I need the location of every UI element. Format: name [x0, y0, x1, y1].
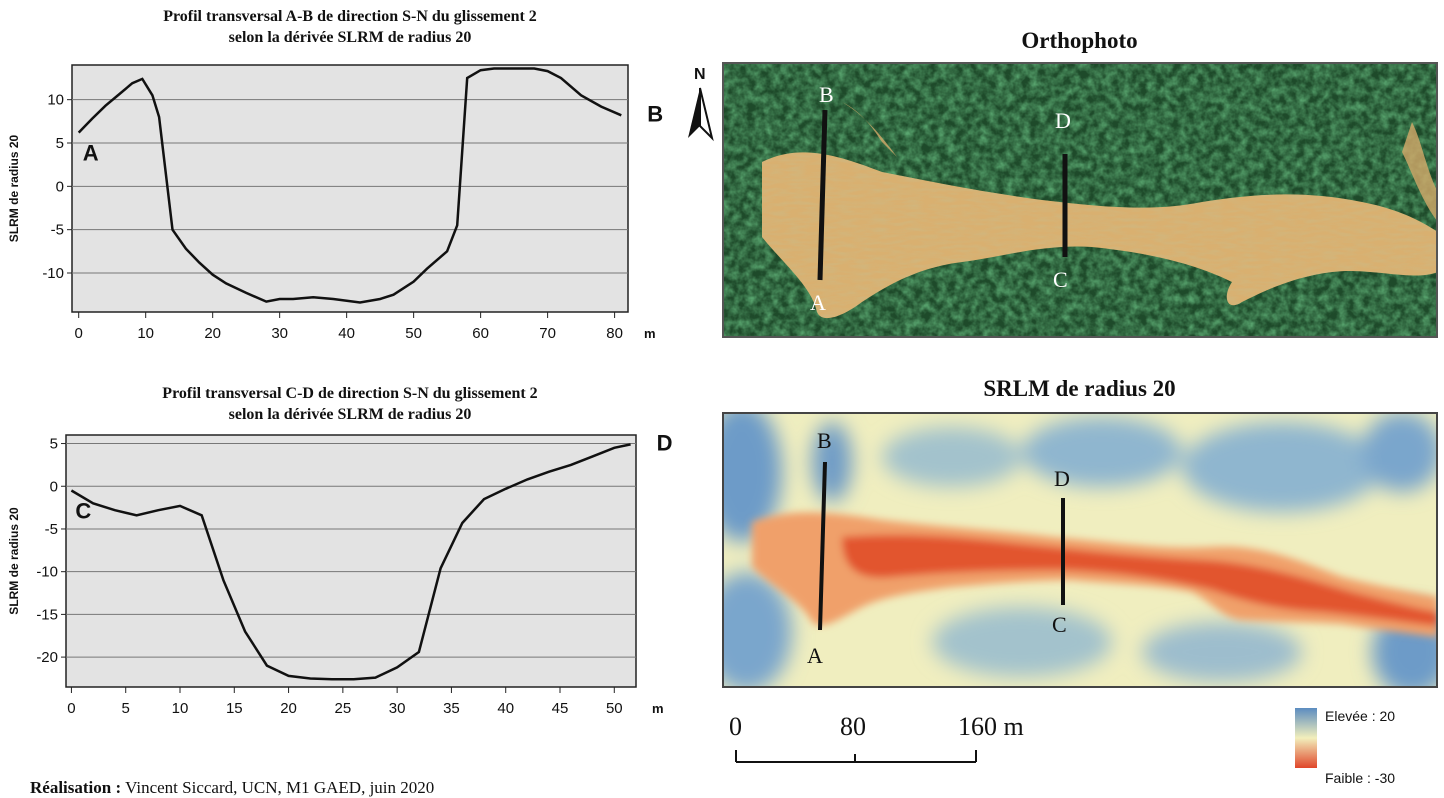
y-tick-label: 5 [56, 135, 64, 152]
x-tick-label: 25 [335, 700, 352, 717]
legend-color-ramp [1295, 708, 1317, 768]
y-tick-label: -5 [51, 222, 64, 239]
chart2-title-line1: Profil transversal C-D de direction S-N … [162, 385, 538, 402]
north-arrow-icon [688, 87, 714, 142]
scale-label-80: 80 [840, 712, 866, 741]
x-axis-label: m [652, 701, 664, 716]
x-tick-label: 30 [389, 700, 406, 717]
y-axis-label: SLRM de radius 20 [7, 507, 21, 615]
x-tick-label: 60 [472, 325, 489, 342]
srlm-label-c: C [1052, 612, 1067, 637]
legend-low-label: Faible : -30 [1325, 770, 1396, 786]
y-tick-label: 0 [56, 178, 64, 195]
profile-line-series-0 [77, 67, 622, 304]
profile-end-label: B [647, 101, 663, 126]
plot-area [65, 434, 637, 688]
credit-text: Vincent Siccard, UCN, M1 GAED, juin 2020 [125, 778, 435, 797]
x-tick-label: 45 [552, 700, 569, 717]
profile-line-series-0 [70, 443, 631, 681]
chart1-subtitle: selon la dérivée SLRM de radius 20 [228, 29, 472, 46]
legend-high-label: Elevée : 20 [1325, 708, 1396, 724]
x-axis-label: m [644, 326, 656, 341]
chart1-title-line1: Profil transversal A-B de direction S-N … [163, 8, 537, 25]
y-tick-label: -20 [36, 649, 58, 666]
profile-start-label: A [83, 141, 99, 166]
srlm-label-a: A [807, 643, 823, 668]
ortho-label-b: B [819, 82, 834, 107]
y-tick-label: 5 [50, 436, 58, 453]
chart2-subtitle: selon la dérivée SLRM de radius 20 [228, 406, 472, 423]
credit-label: Réalisation : [30, 778, 122, 797]
y-axis-label: SLRM de radius 20 [7, 135, 21, 243]
scale-label-160: 160 m [958, 712, 1024, 741]
x-tick-label: 5 [122, 700, 130, 717]
scale-label-0: 0 [729, 712, 742, 741]
x-tick-label: 20 [204, 325, 221, 342]
profile-start-label: C [75, 499, 91, 524]
srlm-profile-line-ab [818, 461, 827, 631]
ortho-profile-line-ab [817, 109, 828, 281]
ortho-title: Orthophoto [1021, 28, 1138, 53]
y-tick-label: -10 [36, 564, 58, 581]
x-tick-label: 10 [137, 325, 154, 342]
x-tick-label: 0 [75, 325, 83, 342]
ortho-label-c: C [1053, 267, 1068, 292]
orthophoto-map [722, 62, 1438, 338]
x-tick-label: 70 [539, 325, 556, 342]
profile-end-label: D [657, 430, 673, 455]
x-tick-label: 40 [497, 700, 514, 717]
chart1-title: Profil transversal A-B de direction S-N … [30, 6, 670, 48]
x-tick-label: 50 [606, 700, 623, 717]
chart2-title: Profil transversal C-D de direction S-N … [30, 383, 670, 425]
y-tick-label: 0 [50, 478, 58, 495]
credit-line: Réalisation : Vincent Siccard, UCN, M1 G… [30, 778, 434, 798]
ortho-label-a: A [810, 290, 826, 315]
y-tick-label: -10 [42, 265, 64, 282]
north-label: N [694, 66, 706, 83]
x-tick-label: 20 [280, 700, 297, 717]
x-tick-label: 30 [271, 325, 288, 342]
plot-area [71, 64, 629, 313]
srlm-title: SRLM de radius 20 [983, 376, 1176, 401]
srlm-map [722, 412, 1438, 688]
x-tick-label: 50 [405, 325, 422, 342]
srlm-label-b: B [817, 428, 832, 453]
y-tick-label: 10 [47, 92, 64, 109]
x-tick-label: 15 [226, 700, 243, 717]
ortho-label-d: D [1055, 108, 1071, 133]
y-tick-label: -15 [36, 606, 58, 623]
x-tick-label: 40 [338, 325, 355, 342]
x-tick-label: 0 [67, 700, 75, 717]
x-tick-label: 80 [606, 325, 623, 342]
srlm-label-d: D [1054, 466, 1070, 491]
x-tick-label: 10 [172, 700, 189, 717]
scale-bar [735, 750, 977, 763]
y-tick-label: -5 [45, 521, 58, 538]
x-tick-label: 35 [443, 700, 460, 717]
